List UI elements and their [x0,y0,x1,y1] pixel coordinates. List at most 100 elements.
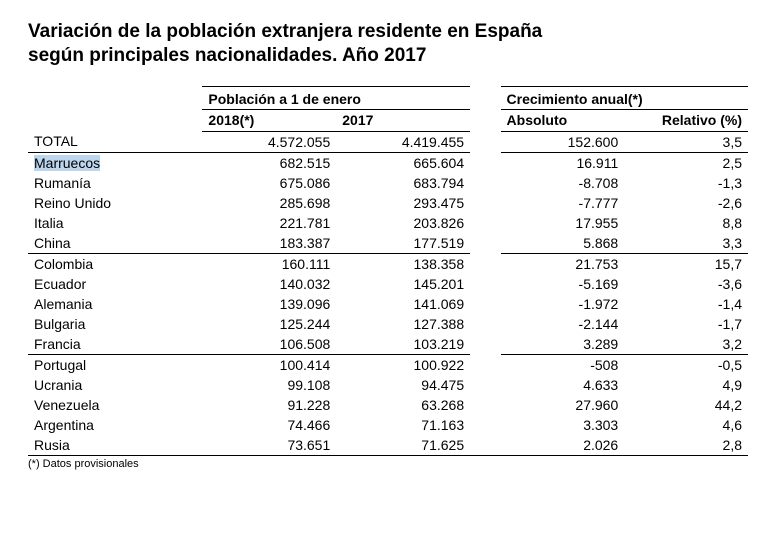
table-row: Alemania139.096141.069 -1.972-1,4 [28,294,748,314]
total-2018: 4.572.055 [202,131,336,152]
row-rel: 3,2 [624,334,748,355]
row-rel: -1,4 [624,294,748,314]
table-row: Portugal100.414100.922-508-0,5 [28,354,748,375]
row-2018: 106.508 [202,334,336,355]
header-col-2018: 2018(*) [202,109,336,131]
row-2018: 285.698 [202,193,336,213]
row-abs: 27.960 [501,395,625,415]
row-rel: -1,3 [624,173,748,193]
row-2018: 91.228 [202,395,336,415]
row-label: Portugal [28,354,202,375]
row-2018: 160.111 [202,253,336,274]
row-label: Argentina [28,415,202,435]
row-2017: 103.219 [336,334,470,355]
row-rel: -1,7 [624,314,748,334]
total-row: TOTAL 4.572.055 4.419.455 152.600 3,5 [28,131,748,152]
title-line-1: Variación de la población extranjera res… [28,21,542,42]
header-group-growth: Crecimiento anual(*) [501,86,748,109]
table-row: Ucrania99.10894.475 4.6334,9 [28,375,748,395]
row-2018: 73.651 [202,435,336,455]
table-row: Ecuador140.032145.201-5.169-3,6 [28,274,748,294]
table-row: Italia221.781203.82617.9558,8 [28,213,748,233]
row-label: Ecuador [28,274,202,294]
row-rel: -0,5 [624,354,748,375]
header-group-population: Población a 1 de enero [202,86,470,109]
row-label: Rumanía [28,173,202,193]
table-row: Marruecos682.515665.60416.9112,5 [28,152,748,173]
total-rel: 3,5 [624,131,748,152]
row-label: Italia [28,213,202,233]
table-row: China183.387177.5195.8683,3 [28,233,748,254]
row-2018: 675.086 [202,173,336,193]
row-abs: 3.303 [501,415,625,435]
row-abs: -1.972 [501,294,625,314]
row-label: Rusia [28,435,202,455]
row-abs: -7.777 [501,193,625,213]
row-rel: 44,2 [624,395,748,415]
table-row: Reino Unido285.698293.475 -7.777-2,6 [28,193,748,213]
row-2018: 74.466 [202,415,336,435]
table-row: Rusia73.65171.6252.0262,8 [28,435,748,455]
header-col-absolute: Absoluto [501,109,625,131]
table-title: Variación de la población extranjera res… [28,20,751,68]
row-abs: 3.289 [501,334,625,355]
row-rel: 3,3 [624,233,748,254]
total-abs: 152.600 [501,131,625,152]
row-label: Reino Unido [28,193,202,213]
row-2017: 665.604 [336,152,470,173]
row-2018: 183.387 [202,233,336,254]
table-row: Francia106.508103.219 3.2893,2 [28,334,748,355]
row-rel: 4,6 [624,415,748,435]
table-row: Colombia160.111138.35821.75315,7 [28,253,748,274]
row-2018: 125.244 [202,314,336,334]
table-row: Argentina74.46671.163 3.3034,6 [28,415,748,435]
row-2017: 138.358 [336,253,470,274]
row-rel: 2,5 [624,152,748,173]
row-2017: 100.922 [336,354,470,375]
row-label: Ucrania [28,375,202,395]
row-2018: 139.096 [202,294,336,314]
row-abs: 2.026 [501,435,625,455]
row-2017: 94.475 [336,375,470,395]
row-2017: 145.201 [336,274,470,294]
row-abs: -5.169 [501,274,625,294]
row-2018: 99.108 [202,375,336,395]
row-rel: 15,7 [624,253,748,274]
row-abs: 4.633 [501,375,625,395]
population-table: Población a 1 de enero Crecimiento anual… [28,86,748,455]
row-label: Marruecos [28,152,202,173]
total-label: TOTAL [28,131,202,152]
row-2017: 71.625 [336,435,470,455]
row-2017: 683.794 [336,173,470,193]
total-2017: 4.419.455 [336,131,470,152]
row-2018: 140.032 [202,274,336,294]
row-label: Bulgaria [28,314,202,334]
table-row: Rumanía675.086683.794 -8.708-1,3 [28,173,748,193]
row-abs: -8.708 [501,173,625,193]
footnote: (*) Datos provisionales [28,455,748,470]
row-abs: 5.868 [501,233,625,254]
table-row: Bulgaria125.244127.388 -2.144-1,7 [28,314,748,334]
table-row: Venezuela91.22863.268 27.96044,2 [28,395,748,415]
header-col-relative: Relativo (%) [624,109,748,131]
row-2018: 221.781 [202,213,336,233]
row-2017: 293.475 [336,193,470,213]
row-abs: 17.955 [501,213,625,233]
header-col-2017: 2017 [336,109,470,131]
row-2018: 682.515 [202,152,336,173]
title-line-2: según principales nacionalidades. Año 20… [28,45,426,66]
row-abs: 21.753 [501,253,625,274]
row-abs: -2.144 [501,314,625,334]
row-2017: 127.388 [336,314,470,334]
row-rel: -2,6 [624,193,748,213]
row-2017: 71.163 [336,415,470,435]
row-2017: 141.069 [336,294,470,314]
row-abs: -508 [501,354,625,375]
row-rel: 4,9 [624,375,748,395]
row-2017: 63.268 [336,395,470,415]
row-label: Alemania [28,294,202,314]
row-rel: 8,8 [624,213,748,233]
row-label: China [28,233,202,254]
row-label: Venezuela [28,395,202,415]
row-label: Francia [28,334,202,355]
